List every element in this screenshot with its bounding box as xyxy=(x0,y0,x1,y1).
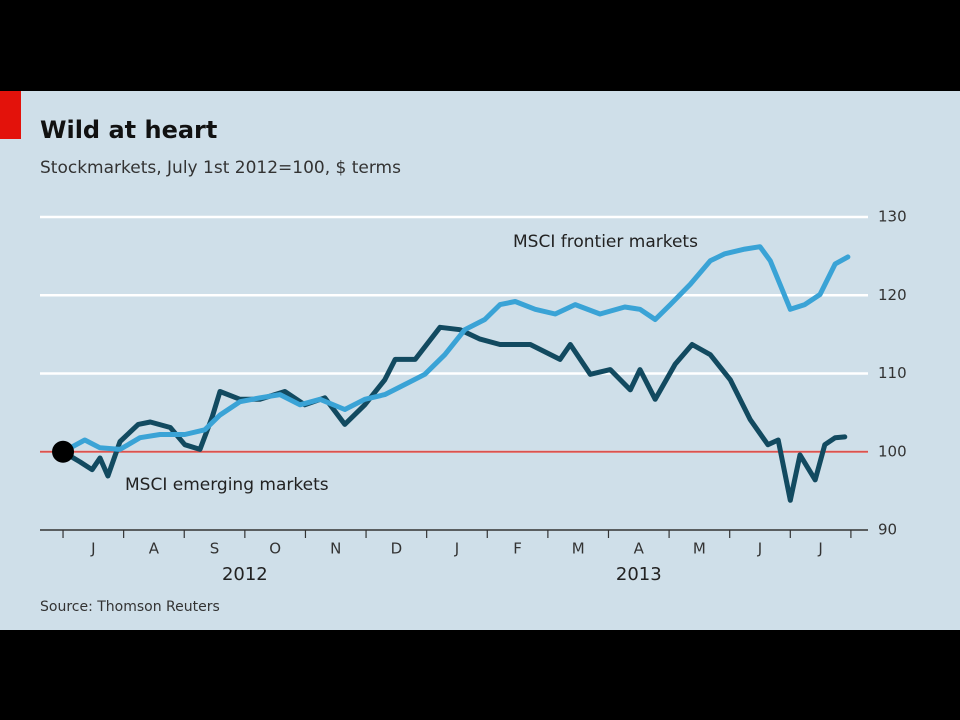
chart-subtitle: Stockmarkets, July 1st 2012=100, $ terms xyxy=(40,158,401,178)
x-tick-label: J xyxy=(817,540,822,558)
x-tick-label: S xyxy=(210,540,220,558)
y-tick-label: 130 xyxy=(878,208,907,226)
source-note: Source: Thomson Reuters xyxy=(40,599,220,615)
start-point xyxy=(52,440,75,463)
series-label: MSCI frontier markets xyxy=(513,232,698,252)
x-group-label: 2012 xyxy=(222,564,268,585)
y-tick-label: 100 xyxy=(878,442,907,460)
x-group-label: 2013 xyxy=(616,564,662,585)
x-tick-label: J xyxy=(757,540,762,558)
chart-background xyxy=(0,91,960,630)
x-tick-label: N xyxy=(330,540,341,558)
x-tick-label: M xyxy=(572,540,585,558)
x-tick-label: J xyxy=(90,540,95,558)
x-tick-label: M xyxy=(693,540,706,558)
x-tick-label: A xyxy=(634,540,645,558)
y-tick-label: 120 xyxy=(878,286,907,304)
y-tick-label: 110 xyxy=(878,364,907,382)
x-tick-label: J xyxy=(454,540,459,558)
x-tick-label: A xyxy=(149,540,160,558)
x-tick-label: D xyxy=(391,540,403,558)
series-label: MSCI emerging markets xyxy=(125,475,329,495)
chart-title: Wild at heart xyxy=(40,116,217,144)
x-tick-label: F xyxy=(513,540,522,558)
plot-area: 90 100 110 120 130 J A S O N D J F M A M J J 2012 2013 MSCI … xyxy=(40,208,907,585)
x-tick-label: O xyxy=(269,540,281,558)
series-line xyxy=(60,244,851,455)
series-line xyxy=(60,324,848,503)
brand-tab xyxy=(0,91,21,139)
y-tick-label: 90 xyxy=(878,521,897,539)
